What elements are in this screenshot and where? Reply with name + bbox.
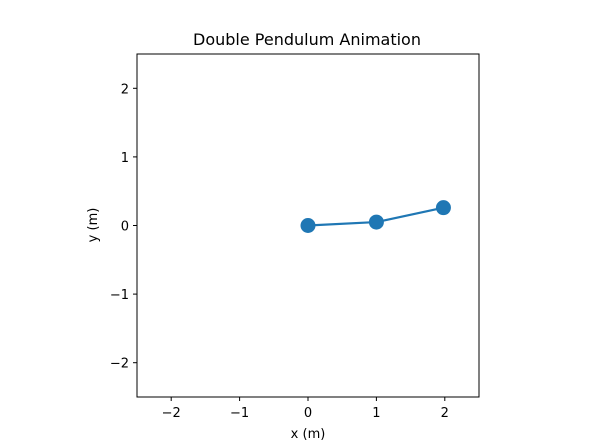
y-tick-label: 0 — [121, 220, 129, 235]
y-tick-label: −2 — [110, 357, 129, 372]
x-tick-label: 2 — [441, 406, 449, 421]
x-tick-label: 1 — [372, 406, 380, 421]
x-tick-label: −1 — [230, 406, 249, 421]
pendulum-bob-1 — [368, 214, 384, 230]
y-tick-label: 1 — [121, 151, 129, 166]
series-layer — [300, 200, 451, 233]
plot-area — [136, 53, 480, 398]
x-axis-ticks: −2 −1 0 1 2 — [162, 397, 449, 421]
y-axis-ticks: −2 −1 0 1 2 — [110, 82, 137, 372]
x-tick-label: 0 — [304, 406, 312, 421]
pivot-point — [300, 218, 316, 233]
x-tick-label: −2 — [162, 406, 181, 421]
chart-title: Double Pendulum Animation — [193, 30, 421, 49]
x-axis-label: x (m) — [291, 427, 326, 442]
pendulum-bob-2 — [435, 200, 451, 216]
y-tick-label: −1 — [110, 288, 129, 303]
y-axis-label: y (m) — [86, 208, 101, 243]
y-tick-label: 2 — [121, 82, 129, 97]
